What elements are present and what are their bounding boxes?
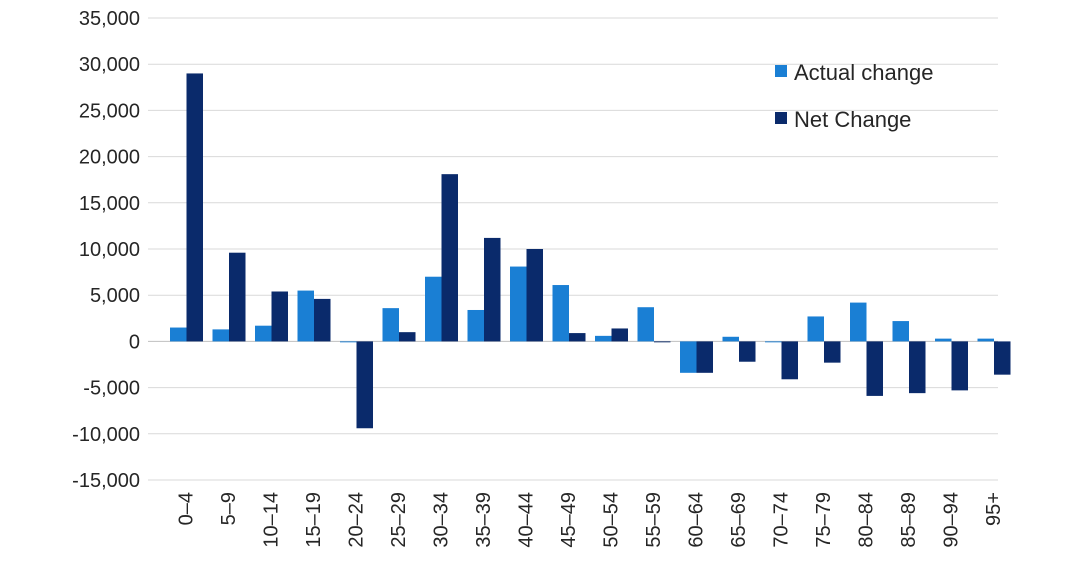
- bar-actual-change-13: [722, 336, 739, 342]
- x-tick-label: 60–64: [686, 492, 708, 548]
- y-tick-label: 20,000: [79, 147, 140, 169]
- bar-actual-change-0: [170, 327, 187, 342]
- bar-net-change-4: [356, 341, 373, 429]
- x-tick-label: 75–79: [813, 492, 835, 548]
- bar-net-change-9: [569, 333, 586, 342]
- bar-net-change-7: [484, 237, 501, 342]
- x-tick-label: 15–19: [303, 492, 325, 548]
- bar-actual-change-10: [595, 335, 612, 342]
- x-tick-label: 20–24: [346, 492, 368, 548]
- y-tick-label: 0: [129, 331, 140, 353]
- x-tick-label: 5–9: [218, 492, 240, 525]
- bar-actual-change-9: [552, 285, 569, 342]
- bar-actual-change-7: [467, 309, 484, 342]
- bar-net-change-18: [951, 341, 968, 391]
- bar-net-change-19: [994, 341, 1011, 375]
- y-tick-label: 35,000: [79, 8, 140, 30]
- legend-swatch-actual-change: [775, 65, 787, 77]
- x-tick-label: 40–44: [516, 492, 538, 548]
- bar-net-change-10: [611, 328, 628, 342]
- x-tick-label: 55–59: [643, 492, 665, 548]
- x-tick-label: 50–54: [601, 492, 623, 548]
- x-tick-label: 70–74: [771, 492, 793, 548]
- bar-actual-change-5: [382, 308, 399, 342]
- bar-actual-change-3: [297, 290, 314, 342]
- y-tick-label: 15,000: [79, 193, 140, 215]
- bar-net-change-11: [654, 341, 671, 343]
- x-tick-label: 30–34: [431, 492, 453, 548]
- bar-actual-change-1: [212, 329, 229, 342]
- x-tick-label: 0–4: [176, 492, 198, 525]
- y-tick-label: -10,000: [72, 424, 140, 446]
- legend-label-actual-change: Actual change: [794, 60, 933, 85]
- bar-net-change-8: [526, 249, 543, 342]
- bar-actual-change-17: [892, 321, 909, 342]
- bar-actual-change-19: [977, 338, 994, 342]
- legend-label-net-change: Net Change: [794, 107, 911, 132]
- bar-actual-change-18: [935, 338, 952, 342]
- bar-net-change-15: [824, 341, 841, 363]
- y-tick-label: 30,000: [79, 54, 140, 76]
- x-tick-label: 90–94: [941, 492, 963, 548]
- bar-net-change-3: [314, 298, 331, 342]
- y-tick-label: -5,000: [83, 378, 140, 400]
- bar-net-change-6: [441, 174, 458, 342]
- bars: [170, 73, 1011, 429]
- x-tick-label: 95+: [983, 492, 1005, 526]
- bar-actual-change-14: [765, 341, 782, 343]
- bar-actual-change-12: [680, 341, 697, 373]
- bar-net-change-0: [186, 73, 203, 342]
- bar-actual-change-16: [850, 302, 867, 342]
- y-tick-label: -15,000: [72, 470, 140, 492]
- x-tick-label: 85–89: [898, 492, 920, 548]
- x-tick-label: 25–29: [388, 492, 410, 548]
- bar-actual-change-8: [510, 266, 527, 342]
- bar-net-change-14: [781, 341, 798, 380]
- x-axis-labels: 0–4 5–9 10–14 15–19 20–24 25–29 30–34 35–39 40–4…: [176, 492, 1006, 548]
- bar-actual-change-4: [340, 341, 357, 343]
- bar-actual-change-6: [425, 276, 442, 342]
- gridlines: [148, 17, 998, 481]
- x-tick-label: 80–84: [856, 492, 878, 548]
- x-tick-label: 35–39: [473, 492, 495, 548]
- legend-swatch-net-change: [775, 112, 787, 124]
- y-axis-labels: 35,000 30,000 25,000 20,000 15,000 10,000 5,00…: [72, 8, 140, 492]
- y-tick-label: 5,000: [90, 285, 140, 307]
- x-tick-label: 10–14: [261, 492, 283, 548]
- bar-net-change-5: [399, 332, 416, 342]
- bar-actual-change-15: [807, 316, 824, 342]
- x-tick-label: 45–49: [558, 492, 580, 548]
- bar-net-change-2: [271, 291, 288, 342]
- y-tick-label: 10,000: [79, 239, 140, 261]
- bar-actual-change-11: [637, 307, 654, 342]
- y-tick-label: 25,000: [79, 100, 140, 122]
- bar-net-change-16: [866, 341, 883, 396]
- bar-net-change-1: [229, 252, 246, 342]
- bar-net-change-13: [739, 341, 756, 362]
- legend: Actual change Net Change: [775, 60, 933, 132]
- bar-net-change-12: [696, 341, 713, 373]
- bar-net-change-17: [909, 341, 926, 394]
- bar-actual-change-2: [255, 325, 272, 342]
- x-tick-label: 65–69: [728, 492, 750, 548]
